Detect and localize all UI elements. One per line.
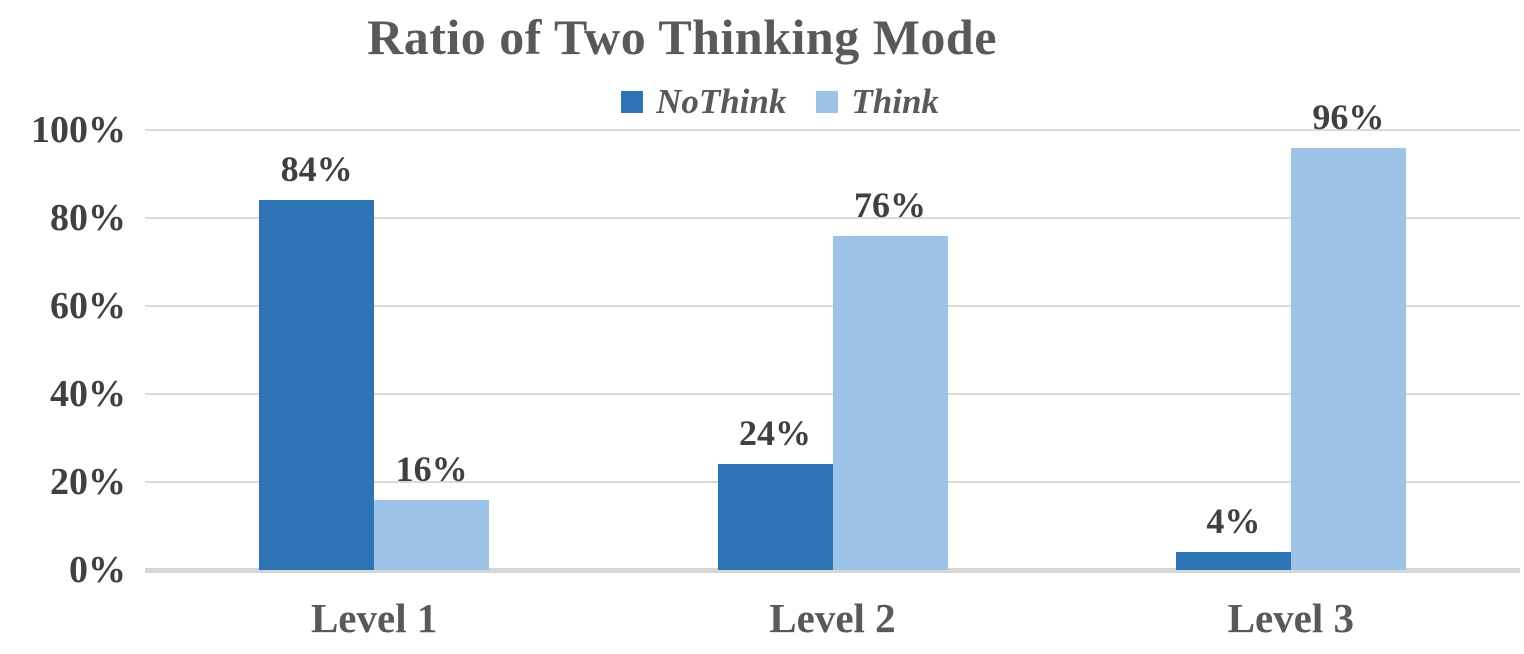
x-tick-label-level-3: Level 3 xyxy=(1227,595,1355,641)
y-tick-label-0%: 0% xyxy=(69,549,126,591)
gridline-80% xyxy=(145,217,1520,219)
y-tick-label-80%: 80% xyxy=(50,197,126,239)
x-tick-label-level-1: Level 1 xyxy=(310,595,438,641)
bar-nothink-level-1 xyxy=(259,200,375,570)
data-label-think-level-1: 16% xyxy=(395,448,468,489)
bar-think-level-3 xyxy=(1290,147,1406,570)
gridline-0% xyxy=(145,568,1520,573)
bar-nothink-level-3 xyxy=(1175,552,1291,570)
x-tick-label-level-2: Level 2 xyxy=(769,595,896,641)
legend-label-think: Think xyxy=(851,82,939,121)
chart-title: Ratio of Two Thinking Mode xyxy=(367,9,997,65)
data-label-nothink-level-1: 84% xyxy=(280,149,353,190)
legend-item-think: Think xyxy=(816,82,939,122)
data-label-nothink-level-2: 24% xyxy=(739,413,811,454)
bar-think-level-2 xyxy=(832,235,948,570)
legend-label-nothink: NoThink xyxy=(656,82,787,121)
chart-legend: NoThink Think xyxy=(36,80,1524,124)
data-label-think-level-2: 76% xyxy=(854,184,926,225)
gridline-100% xyxy=(145,129,1520,131)
legend-swatch-nothink-icon xyxy=(621,91,644,113)
data-label-nothink-level-3: 4% xyxy=(1206,501,1261,542)
y-tick-label-100%: 100% xyxy=(31,109,126,151)
legend-swatch-think-icon xyxy=(816,91,839,113)
bar-nothink-level-2 xyxy=(717,464,833,570)
bar-think-level-1 xyxy=(374,499,490,570)
y-tick-label-40%: 40% xyxy=(50,373,126,415)
legend-item-nothink: NoThink xyxy=(621,82,786,122)
data-label-think-level-3: 96% xyxy=(1312,96,1385,137)
plot-area xyxy=(145,129,1520,573)
y-tick-label-60%: 60% xyxy=(50,285,126,327)
y-tick-label-20%: 20% xyxy=(50,461,126,503)
